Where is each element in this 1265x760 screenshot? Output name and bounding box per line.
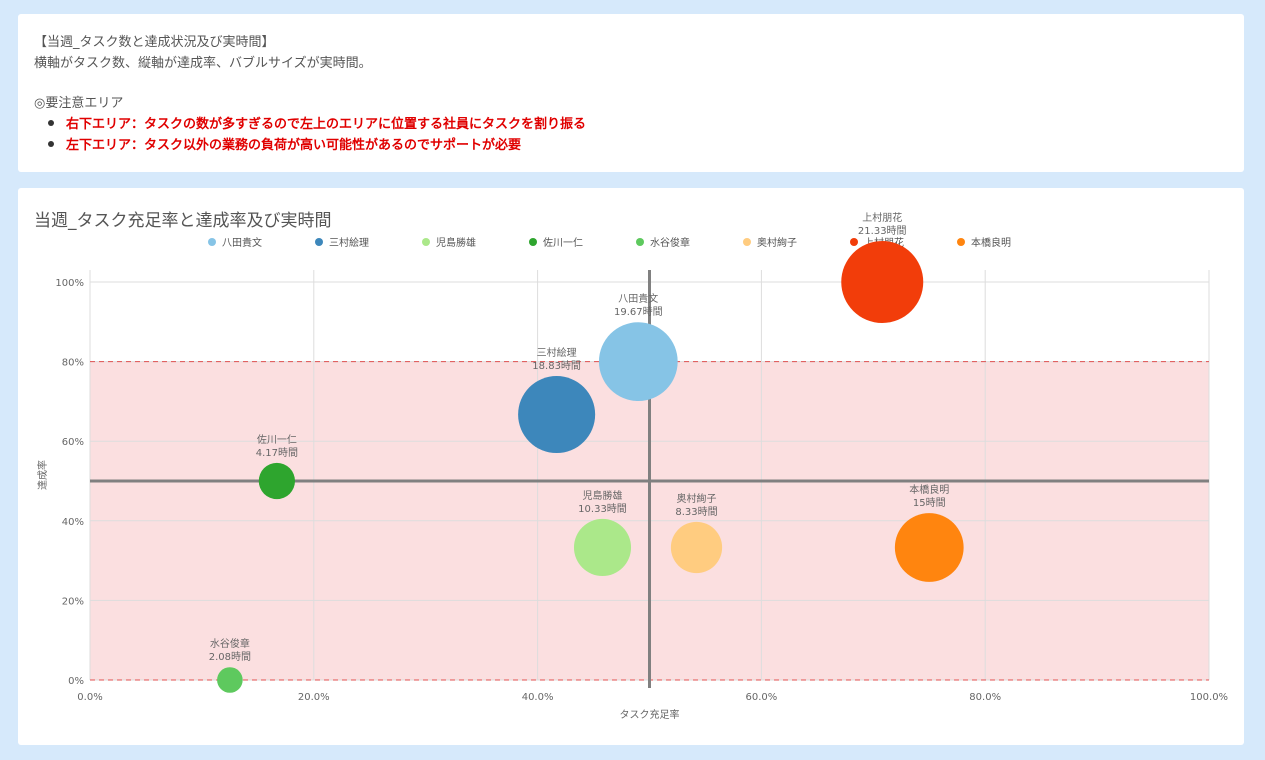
y-axis-label: 達成率 (36, 460, 49, 490)
x-tick-label: 80.0% (969, 692, 1001, 703)
x-tick-label: 0.0% (77, 692, 102, 703)
bubble-name-label: 佐川一仁 (257, 434, 297, 446)
legend-label: 三村絵理 (329, 238, 369, 249)
y-tick-label: 100% (55, 278, 84, 289)
bubble-hours-label: 15時間 (913, 497, 946, 509)
x-axis-label: タスク充足率 (620, 708, 680, 721)
bubble-hours-label: 8.33時間 (675, 506, 717, 518)
y-tick-label: 0% (68, 676, 84, 687)
y-tick-label: 60% (62, 437, 84, 448)
caution-bullet-1-text: 右下エリア：タスクの数が多すぎるので左上のエリアに位置する社員にタスクを割り振る (66, 117, 587, 132)
y-tick-label: 80% (62, 358, 84, 369)
bubble-name-label: 奥村絢子 (676, 492, 716, 505)
caution-bullet-2: 左下エリア：タスク以外の業務の負荷が高い可能性があるのでサポートが必要 (48, 134, 521, 153)
bubble-point (258, 462, 296, 500)
bubble-hours-label: 10.33時間 (578, 503, 627, 515)
legend-item[interactable]: 佐川一仁 (529, 234, 583, 249)
bubble-name-label: 水谷俊章 (210, 637, 250, 650)
caution-bullet-1: 右下エリア：タスクの数が多すぎるので左上のエリアに位置する社員にタスクを割り振る (48, 113, 586, 132)
caution-heading: ◎要注意エリア (34, 96, 124, 111)
x-tick-label: 60.0% (746, 692, 778, 703)
bubble-hours-label: 18.83時間 (532, 360, 581, 372)
legend-label: 本橋良明 (971, 238, 1011, 249)
legend-swatch-icon (529, 238, 537, 246)
notes-panel: 【当週_タスク数と達成状況及び実時間】 横軸がタスク数、縦軸が達成率、バブルサイ… (18, 14, 1244, 172)
y-tick-label: 20% (62, 596, 84, 607)
bubble-point (573, 518, 632, 576)
bubble-hours-label: 19.67時間 (614, 306, 663, 318)
legend-swatch-icon (422, 238, 430, 246)
legend-item[interactable]: 本橋良明 (957, 234, 1011, 249)
legend-label: 八田貴文 (222, 238, 262, 249)
legend-swatch-icon (743, 238, 751, 246)
legend-label: 佐川一仁 (543, 238, 583, 249)
bubble-point (894, 513, 964, 582)
legend-item[interactable]: 水谷俊章 (636, 234, 690, 249)
bubble-chart: 0.0% 0% 20.0% 20% 40.0% 40% 60.0% 60% 80.0% 80% 10… (36, 211, 1228, 721)
x-tick-label: 20.0% (298, 692, 330, 703)
legend-swatch-icon (315, 238, 323, 246)
bubble-point (518, 376, 596, 454)
legend-swatch-icon (957, 238, 965, 246)
bubble-name-label: 本橋良明 (909, 483, 949, 496)
bubble-point (670, 521, 723, 574)
legend-label: 奥村絢子 (757, 238, 797, 249)
bubble-hours-label: 4.17時間 (256, 447, 298, 459)
legend-item[interactable]: 八田貴文 (208, 234, 262, 249)
bubble-point (217, 667, 243, 693)
bubble-name-label: 児島勝雄 (583, 489, 623, 502)
bubble-name-label: 上村朋花 (862, 211, 902, 224)
bubble-hours-label: 21.33時間 (858, 225, 907, 237)
y-tick-label: 40% (62, 517, 84, 528)
x-tick-label: 100.0% (1190, 692, 1228, 703)
legend-label: 水谷俊章 (650, 238, 690, 249)
bubble-name-label: 三村絵理 (537, 346, 577, 359)
legend-item[interactable]: 三村絵理 (315, 234, 369, 249)
legend-label: 児島勝雄 (436, 238, 476, 249)
bullet-icon (48, 119, 54, 126)
legend-swatch-icon (636, 238, 644, 246)
legend-item[interactable]: 児島勝雄 (422, 234, 476, 249)
legend-item[interactable]: 奥村絢子 (743, 234, 797, 249)
legend-swatch-icon (850, 238, 858, 246)
bubble-point (841, 241, 924, 323)
x-tick-label: 40.0% (522, 692, 554, 703)
chart-panel: 当週_タスク充足率と達成率及び実時間 八田貴文 三村絵理 児島勝雄 佐川一仁 水谷俊章奥… (18, 188, 1244, 745)
notes-title: 【当週_タスク数と達成状況及び実時間】 (34, 35, 275, 50)
legend-swatch-icon (208, 238, 216, 246)
bubble-hours-label: 2.08時間 (209, 651, 251, 663)
bubble-name-label: 八田貴文 (618, 292, 658, 305)
notes-description: 横軸がタスク数、縦軸が達成率、バブルサイズが実時間。 (34, 56, 372, 71)
caution-bullet-2-text: 左下エリア：タスク以外の業務の負荷が高い可能性があるのでサポートが必要 (66, 138, 522, 153)
chart-title: 当週_タスク充足率と達成率及び実時間 (34, 211, 332, 231)
bubble-point (598, 322, 678, 401)
bullet-icon (48, 140, 54, 147)
